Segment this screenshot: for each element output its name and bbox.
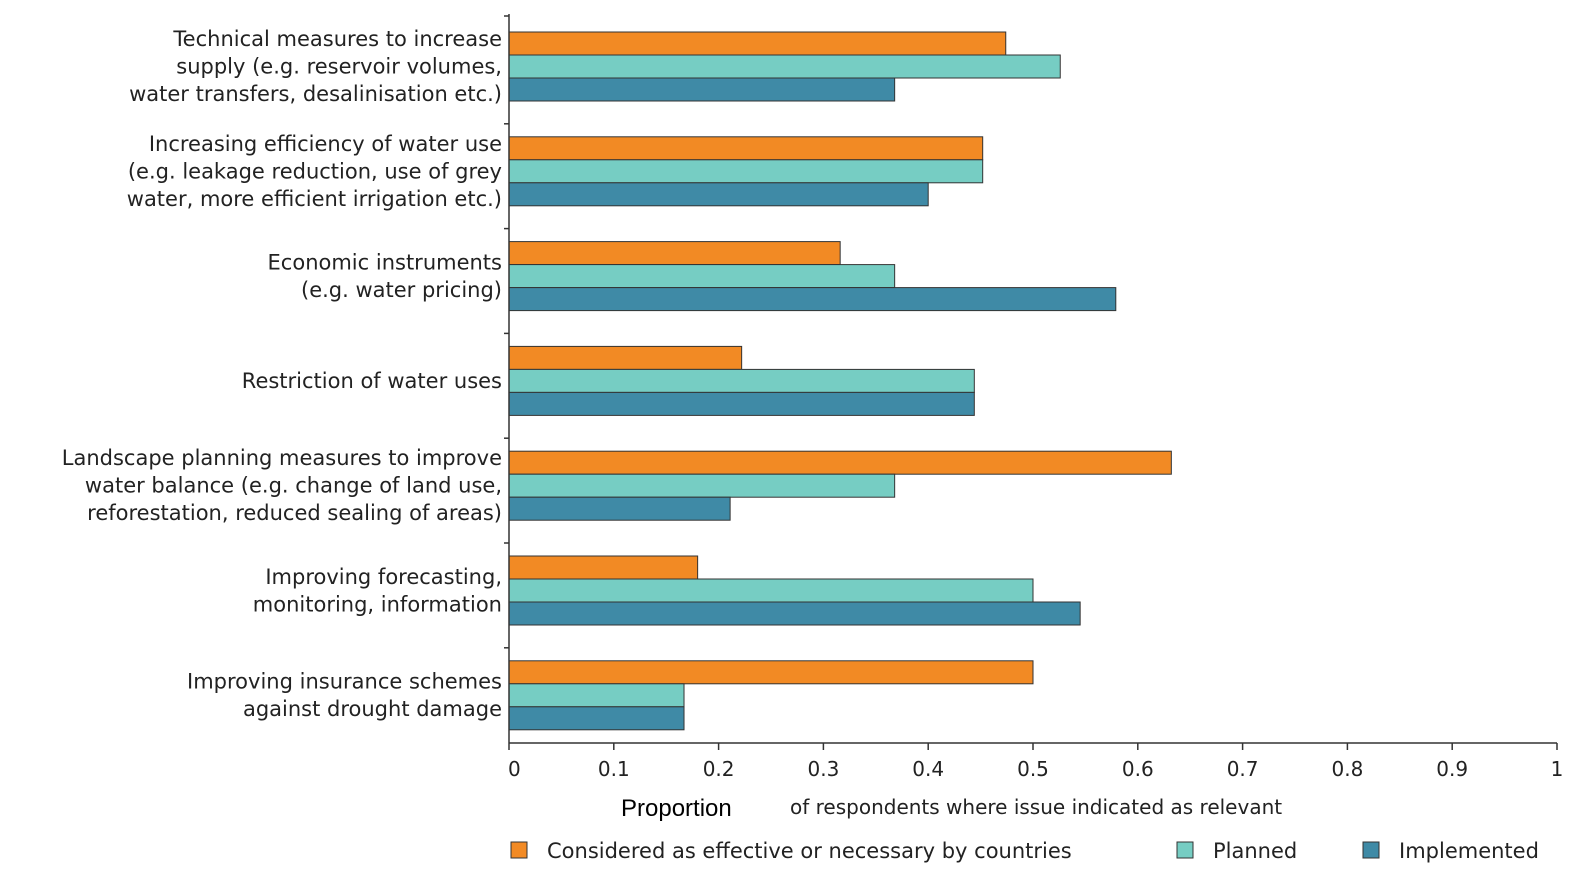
x-tick-label-0: 0 xyxy=(508,757,521,781)
x-tick-label-1: 0.1 xyxy=(598,757,630,781)
legend-label-1: Planned xyxy=(1213,839,1297,863)
bar-implemented-5 xyxy=(508,601,1081,626)
bar-considered-3 xyxy=(508,345,743,370)
category-label-6-line-0: Improving insurance schemes xyxy=(187,670,502,694)
bar-planned-6 xyxy=(508,683,685,708)
x-axis-label-rest: of respondents where issue indicated as … xyxy=(790,795,1282,819)
category-label-5-line-1: monitoring, information xyxy=(253,592,502,616)
category-label-5-line-0: Improving forecasting, xyxy=(265,565,502,589)
legend: Considered as effective or necessary by … xyxy=(510,839,1539,863)
bar-planned-2 xyxy=(508,264,896,289)
x-tick-label-8: 0.8 xyxy=(1331,757,1363,781)
legend-label-2: Implemented xyxy=(1399,839,1539,863)
bar-implemented-3 xyxy=(508,391,975,416)
bar-considered-4 xyxy=(508,450,1172,475)
bar-considered-2 xyxy=(508,241,841,266)
bar-considered-6 xyxy=(508,660,1034,685)
category-label-2-line-0: Economic instruments xyxy=(268,250,502,274)
category-label-4-line-2: reforestation, reduced sealing of areas) xyxy=(87,501,502,525)
x-tick-label-2: 0.2 xyxy=(703,757,735,781)
bars-layer xyxy=(508,31,1172,731)
category-label-0-line-2: water transfers, desalinisation etc.) xyxy=(129,82,502,106)
legend-label-0: Considered as effective or necessary by … xyxy=(547,839,1072,863)
axes-layer xyxy=(504,14,1558,750)
x-tick-label-5: 0.5 xyxy=(1017,757,1049,781)
bar-planned-5 xyxy=(508,578,1034,603)
category-label-1-line-2: water, more efficient irrigation etc.) xyxy=(127,187,502,211)
bar-implemented-2 xyxy=(508,287,1117,312)
bar-considered-0 xyxy=(508,31,1007,56)
x-tick-label-10: 1 xyxy=(1551,757,1564,781)
category-label-4-line-1: water balance (e.g. change of land use, xyxy=(85,474,502,498)
bar-implemented-6 xyxy=(508,706,685,731)
category-label-1-line-1: (e.g. leakage reduction, use of grey xyxy=(128,159,502,183)
category-label-3-line-0: Restriction of water uses xyxy=(242,369,502,393)
bar-implemented-1 xyxy=(508,182,929,207)
bar-considered-1 xyxy=(508,136,984,161)
x-axis-title: Proportion of respondents where issue in… xyxy=(621,795,1282,822)
category-label-6-line-1: against drought damage xyxy=(243,697,502,721)
x-tick-label-7: 0.7 xyxy=(1227,757,1259,781)
category-label-0-line-1: supply (e.g. reservoir volumes, xyxy=(176,55,502,79)
bar-planned-3 xyxy=(508,368,975,393)
category-label-2-line-1: (e.g. water pricing) xyxy=(301,278,502,302)
bar-considered-5 xyxy=(508,555,699,580)
x-tick-labels: 0 0.1 0.2 0.3 0.4 0.5 0.6 0.7 0.8 0.9 1 xyxy=(508,757,1563,781)
legend-swatch-2 xyxy=(1362,841,1380,859)
x-tick-label-4: 0.4 xyxy=(912,757,944,781)
x-axis-label-main: Proportion xyxy=(621,795,732,822)
bar-planned-0 xyxy=(508,54,1061,79)
x-tick-label-6: 0.6 xyxy=(1122,757,1154,781)
bar-implemented-4 xyxy=(508,496,731,521)
bar-implemented-0 xyxy=(508,77,896,102)
x-tick-label-9: 0.9 xyxy=(1436,757,1468,781)
category-label-4-line-0: Landscape planning measures to improve xyxy=(62,446,502,470)
category-label-0-line-0: Technical measures to increase xyxy=(172,27,502,51)
category-labels: Technical measures to increase supply (e.… xyxy=(62,27,502,721)
bar-planned-4 xyxy=(508,473,896,498)
category-label-1-line-0: Increasing efficiency of water use xyxy=(149,132,502,156)
legend-swatch-1 xyxy=(1176,841,1194,859)
x-tick-label-3: 0.3 xyxy=(807,757,839,781)
legend-swatch-0 xyxy=(510,841,528,859)
bar-planned-1 xyxy=(508,159,984,184)
